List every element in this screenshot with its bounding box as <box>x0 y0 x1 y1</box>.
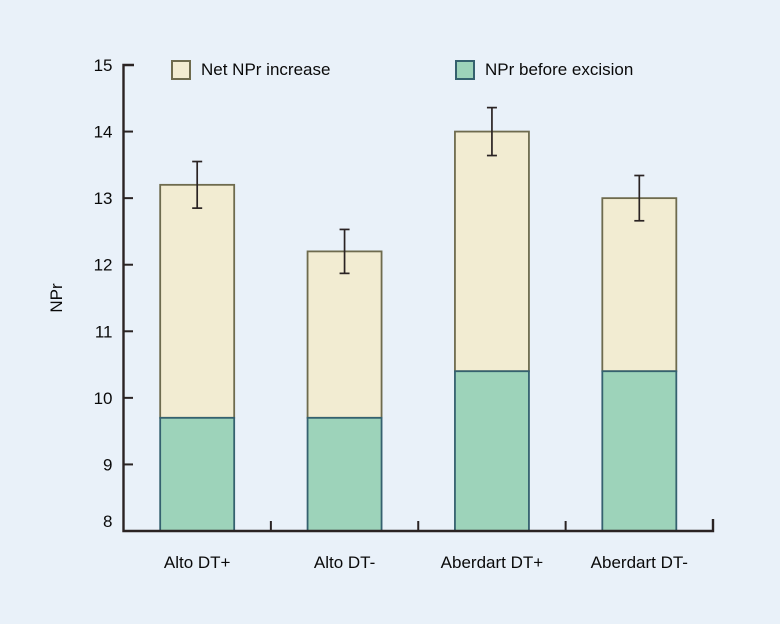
bar-segment-net-increase-2 <box>454 130 530 373</box>
legend-item-net-npr-increase: Net NPr increase <box>171 60 330 80</box>
y-tick-label-8: 8 <box>103 512 112 531</box>
category-label-2: Aberdart DT+ <box>441 553 544 572</box>
bar-segment-before-excision-2 <box>454 370 530 532</box>
y-tick-label-13: 13 <box>94 189 113 208</box>
ticks-group <box>123 130 567 531</box>
legend-label-net-npr-increase: Net NPr increase <box>201 60 331 79</box>
y-axis-title: NPr <box>47 283 66 313</box>
bar-segment-before-excision-1 <box>306 416 383 532</box>
y-tick-labels: 8 9 10 11 12 13 14 15 <box>94 56 113 531</box>
bar-segment-before-excision-0 <box>159 416 236 532</box>
bar-segment-before-excision-3 <box>601 370 678 532</box>
y-tick-label-12: 12 <box>94 256 113 275</box>
category-label-1: Alto DT- <box>314 553 375 572</box>
category-label-0: Alto DT+ <box>164 553 231 572</box>
y-tick-label-9: 9 <box>103 455 112 474</box>
legend-item-npr-before-excision: NPr before excision <box>455 60 633 80</box>
y-tick-label-10: 10 <box>94 389 113 408</box>
y-tick-label-14: 14 <box>94 123 113 142</box>
bar-segment-net-increase-3 <box>601 197 678 373</box>
x-category-labels: Alto DT+ Alto DT- Aberdart DT+ Aberdart DT- <box>164 553 688 572</box>
net-npr-increase-swatch-icon <box>171 60 191 80</box>
bar-segment-net-increase-1 <box>306 250 383 419</box>
axis-frame <box>122 63 715 533</box>
error-bars-group <box>192 106 645 275</box>
bars-group <box>159 130 678 532</box>
bar-segment-net-increase-0 <box>159 183 236 419</box>
y-tick-label-11: 11 <box>95 322 113 341</box>
legend-label-npr-before-excision: NPr before excision <box>485 60 634 79</box>
category-label-3: Aberdart DT- <box>591 553 688 572</box>
y-tick-label-15: 15 <box>94 56 113 75</box>
npr-before-excision-swatch-icon <box>455 60 475 80</box>
